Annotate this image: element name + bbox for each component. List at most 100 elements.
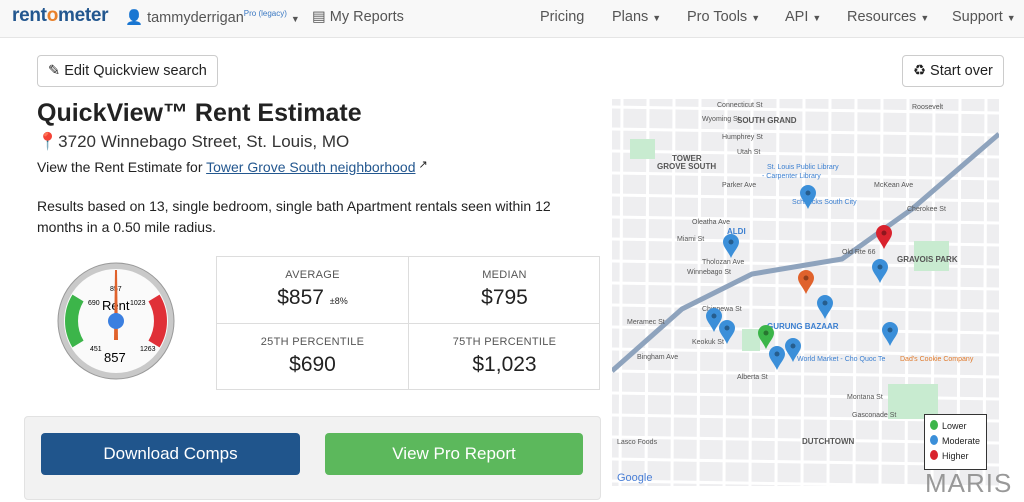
map-pin-dot (881, 230, 887, 236)
map-label: Wyoming St (702, 116, 740, 123)
nav-api[interactable]: API ▼ (785, 9, 822, 25)
map-label: TOWER (672, 154, 702, 163)
stat-median: MEDIAN $795 (481, 269, 528, 309)
nav-pricing[interactable]: Pricing (540, 9, 585, 25)
map-label: Parker Ave (722, 182, 756, 189)
map-label: Miami St (677, 236, 704, 243)
map-pin-subject[interactable] (798, 270, 814, 294)
street (644, 99, 650, 486)
recycle-icon: ♻ (913, 63, 926, 79)
stats-grid: AVERAGE $857 ±8% MEDIAN $795 25TH PERCENTI… (216, 256, 600, 390)
map-pin-moderate[interactable] (785, 338, 801, 362)
map-pin-moderate[interactable] (817, 295, 833, 319)
map-pin-dot (822, 300, 828, 306)
map-label: Gasconade St (852, 412, 896, 419)
pdf-icon: ▤ (312, 9, 326, 25)
gauge-tick-690: 690 (88, 300, 100, 307)
street (748, 99, 754, 486)
caret-down-icon: ▼ (920, 13, 930, 23)
caret-down-icon: ▼ (812, 13, 822, 23)
map-label: Cherokee St (907, 206, 946, 213)
map-pin-moderate[interactable] (723, 234, 739, 258)
street (612, 369, 999, 379)
my-reports-link[interactable]: ▤ My Reports (312, 9, 404, 25)
user-icon: 👤 (125, 10, 144, 26)
street (774, 99, 780, 486)
map-label: Winnebago St (687, 269, 731, 276)
street (722, 99, 728, 486)
map-label: St. Louis Public Library (767, 164, 839, 171)
gauge-low-band (65, 294, 84, 348)
map-label: GURUNG BAZAAR (767, 322, 839, 331)
street (612, 325, 999, 335)
street (904, 99, 910, 486)
map-label: Alberta St (737, 374, 768, 381)
map-label: Meramec St (627, 319, 665, 326)
gauge-tick-451: 451 (90, 346, 102, 353)
map-label: McKean Ave (874, 182, 913, 189)
map-pin-moderate[interactable] (706, 308, 722, 332)
street (878, 99, 884, 486)
nav-pro-tools[interactable]: Pro Tools ▼ (687, 9, 761, 25)
start-over-button[interactable]: ♻ Start over (902, 55, 1004, 87)
neighborhood-link[interactable]: Tower Grove South neighborhood (206, 159, 416, 175)
map-pin-moderate[interactable] (800, 185, 816, 209)
rent-gauge: 690 857 1023 451 1263 Rent 857 (57, 262, 175, 380)
nav-plans[interactable]: Plans ▼ (612, 9, 662, 25)
map-label: GROVE SOUTH (657, 162, 716, 171)
maris-watermark: MARIS (925, 468, 1013, 498)
gauge-value: 857 (104, 350, 126, 365)
map-label: Dad's Cookie Company (900, 356, 974, 363)
map-label: ALDI (727, 227, 746, 236)
street (696, 99, 702, 486)
map-pin-dot (724, 325, 730, 331)
caret-down-icon: ▼ (751, 13, 761, 23)
map-pin-moderate[interactable] (882, 322, 898, 346)
map-label: Old Rte 66 (842, 249, 876, 256)
map-label: World Market - Cho Quoc Te (797, 356, 886, 363)
map-pin-dot (803, 275, 809, 281)
street (612, 149, 999, 159)
map-pin-lower[interactable] (758, 325, 774, 349)
map-label: Montana St (847, 394, 883, 401)
map-pin-moderate[interactable] (872, 259, 888, 283)
map-label: - Carpenter Library (762, 173, 821, 180)
street (852, 99, 858, 486)
external-link-icon: ↗ (415, 159, 428, 171)
rentometer-logo[interactable]: rentometer (12, 5, 109, 26)
map-label: Chippewa St (702, 306, 742, 313)
map-label: SOUTH GRAND (737, 116, 797, 125)
map-label: Lasco Foods (617, 439, 658, 446)
gauge-high-band (148, 294, 167, 348)
map-pin-moderate[interactable] (719, 320, 735, 344)
results-summary: Results based on 13, single bedroom, sin… (37, 198, 551, 235)
neighborhood-line: View the Rent Estimate for Tower Grove S… (37, 159, 428, 175)
street (826, 99, 832, 486)
map-pin-higher[interactable] (876, 225, 892, 249)
street (800, 99, 806, 486)
map-label: Keokuk St (692, 339, 724, 346)
view-pro-report-button[interactable]: View Pro Report (325, 433, 583, 475)
map-label: GRAVOIS PARK (897, 255, 958, 264)
map-label: DUTCHTOWN (802, 437, 855, 446)
map-label: Bingham Ave (637, 354, 678, 361)
user-menu[interactable]: 👤 tammyderriganPro (legacy)▼ (125, 9, 300, 26)
street (612, 303, 999, 313)
street (612, 127, 999, 137)
map-label: Humphrey St (722, 134, 763, 141)
map-pin-moderate[interactable] (769, 346, 785, 370)
map-pin-dot (805, 190, 811, 196)
download-comps-button[interactable]: Download Comps (41, 433, 300, 475)
map-pin-dot (790, 343, 796, 349)
edit-quickview-button[interactable]: ✎ Edit Quickview search (37, 55, 218, 87)
stat-75th-percentile: 75TH PERCENTILE $1,023 (452, 336, 557, 376)
nav-resources[interactable]: Resources ▼ (847, 9, 930, 25)
gauge-tick-1023: 1023 (130, 300, 146, 307)
nav-support[interactable]: Support ▼ (952, 9, 1016, 25)
pro-badge: Pro (legacy) (243, 9, 287, 19)
map-marker-icon: 📍 (37, 132, 59, 151)
gauge-hub (108, 313, 124, 329)
legend-moderate: Moderate (930, 434, 981, 449)
page-title: QuickView™ Rent Estimate (37, 99, 362, 127)
map-label: Tholozan Ave (702, 259, 744, 266)
